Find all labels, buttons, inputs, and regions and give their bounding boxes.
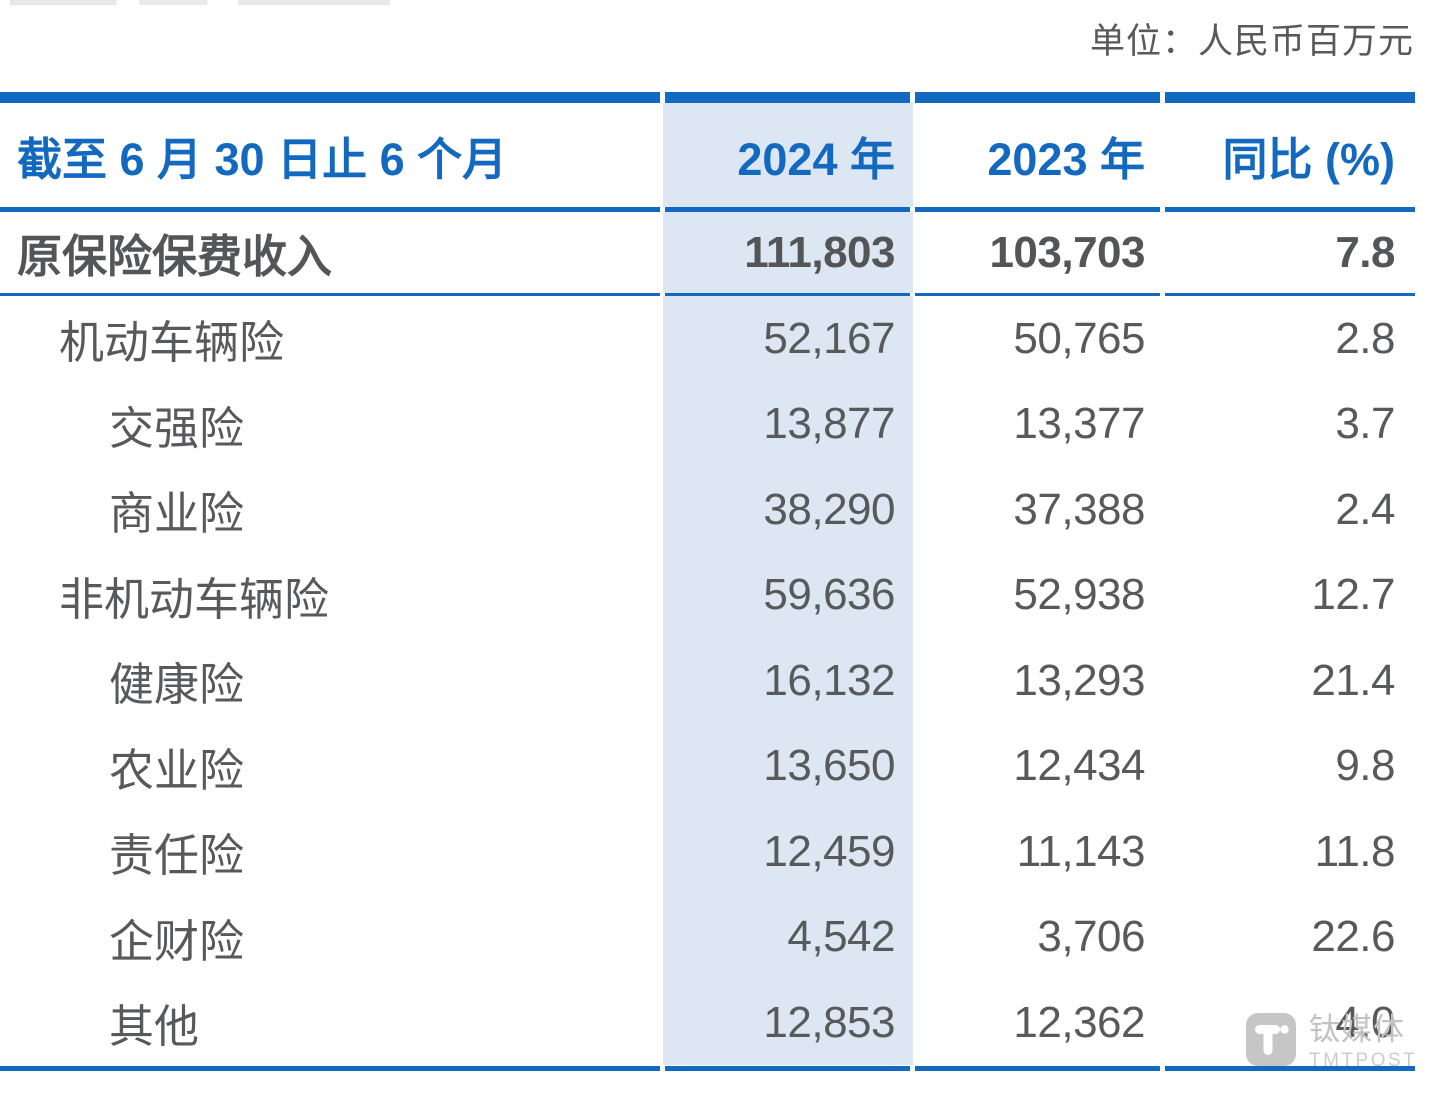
row-label: 农业险: [109, 744, 245, 796]
table-row: 其他 12,853 12,362 4.0: [0, 980, 1415, 1066]
table-row-total: 原保险保费收入 111,803 103,703 7.8: [0, 212, 1415, 293]
value-yoy: 4.0: [1335, 997, 1395, 1047]
cropped-text-remnant: [10, 0, 390, 5]
table-row: 农业险 13,650 12,434 9.8: [0, 724, 1415, 810]
total-row-rule: [0, 293, 1415, 296]
table-row: 责任险 12,459 11,143 11.8: [0, 809, 1415, 895]
row-label: 企财险: [109, 915, 245, 967]
value-yoy: 21.4: [1311, 655, 1395, 705]
value-2023: 50,765: [1013, 313, 1145, 363]
row-label: 原保险保费收入: [17, 231, 333, 282]
value-2024: 111,803: [744, 227, 895, 277]
value-2023: 13,377: [1013, 399, 1145, 449]
value-yoy: 7.8: [1335, 227, 1395, 277]
table-bottom-rule: [0, 1065, 1415, 1071]
value-2024: 12,459: [763, 826, 895, 876]
table-row: 机动车辆险 52,167 50,765 2.8: [0, 296, 1415, 382]
value-yoy: 22.6: [1311, 912, 1395, 962]
row-label: 机动车辆险: [59, 317, 285, 369]
value-2024: 13,877: [763, 399, 895, 449]
value-2024: 13,650: [763, 741, 895, 791]
value-2023: 12,362: [1013, 997, 1145, 1047]
value-yoy: 3.7: [1335, 399, 1395, 449]
table-row: 交强险 13,877 13,377 3.7: [0, 382, 1415, 468]
value-2024: 4,542: [787, 912, 895, 962]
value-2023: 13,293: [1013, 655, 1145, 705]
watermark-name-cn: 钛媒体: [1309, 1012, 1405, 1047]
tmtpost-watermark: 钛媒体 TMTPOST: [1246, 1012, 1418, 1072]
value-yoy: 12.7: [1311, 570, 1395, 620]
value-yoy: 2.4: [1335, 484, 1395, 534]
value-2023: 37,388: [1013, 484, 1145, 534]
tmtpost-logo-icon: [1246, 1013, 1296, 1071]
row-label: 非机动车辆险: [59, 573, 330, 625]
table-top-rule: [0, 92, 1415, 103]
table-row: 健康险 16,132 13,293 21.4: [0, 638, 1415, 724]
row-label: 责任险: [109, 830, 245, 882]
row-label: 其他: [109, 1001, 200, 1053]
value-2023: 103,703: [989, 227, 1145, 277]
value-2024: 38,290: [763, 484, 895, 534]
header-bottom-rule: [0, 207, 1415, 212]
value-2023: 52,938: [1013, 570, 1145, 620]
value-2023: 12,434: [1013, 741, 1145, 791]
value-yoy: 2.8: [1335, 313, 1395, 363]
header-yoy: 同比 (%): [1222, 133, 1396, 185]
table-header-row: 截至 6 月 30 日止 6 个月 2024 年 2023 年 同比 (%): [0, 103, 1415, 207]
table-row: 非机动车辆险 59,636 52,938 12.7: [0, 553, 1415, 639]
value-yoy: 9.8: [1335, 741, 1395, 791]
value-2023: 11,143: [1016, 826, 1146, 876]
value-yoy: 11.8: [1314, 826, 1396, 876]
table-row: 商业险 38,290 37,388 2.4: [0, 467, 1415, 553]
header-2024: 2024 年: [737, 133, 895, 185]
header-2023: 2023 年: [987, 133, 1145, 185]
table-row: 企财险 4,542 3,706 22.6: [0, 895, 1415, 981]
watermark-name-en: TMTPOST: [1309, 1050, 1418, 1072]
header-period: 截至 6 月 30 日止 6 个月: [17, 133, 508, 185]
value-2024: 12,853: [763, 997, 895, 1047]
premium-income-table: 截至 6 月 30 日止 6 个月 2024 年 2023 年 同比 (%) 原…: [0, 92, 1415, 1071]
row-label: 健康险: [109, 659, 245, 711]
unit-label: 单位：人民币百万元: [1089, 22, 1414, 61]
value-2024: 52,167: [763, 313, 895, 363]
row-label: 商业险: [109, 488, 245, 540]
column-2024-highlight-band: [663, 103, 913, 1065]
row-label: 交强险: [109, 402, 245, 454]
value-2024: 16,132: [763, 655, 895, 705]
value-2024: 59,636: [763, 570, 895, 620]
value-2023: 3,706: [1037, 912, 1145, 962]
